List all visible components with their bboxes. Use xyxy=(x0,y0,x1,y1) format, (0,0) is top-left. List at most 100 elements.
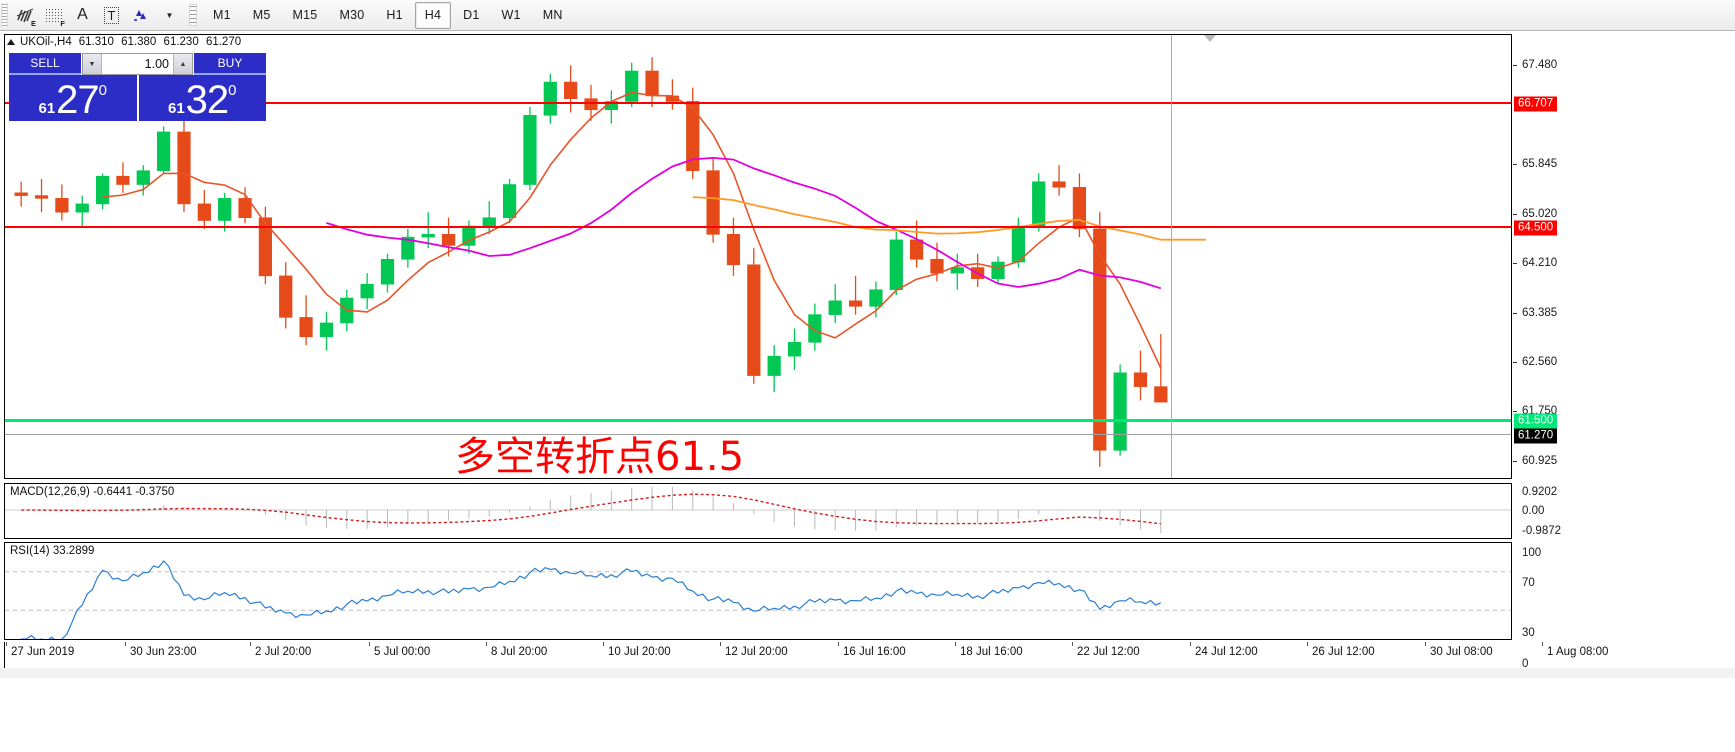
timeframe-h4[interactable]: H4 xyxy=(414,1,452,29)
time-axis-tick: 24 Jul 12:00 xyxy=(1190,642,1258,658)
template-e-sub: E xyxy=(30,18,36,28)
chart-container[interactable]: 多空转折点61.5 UKOil-,H4 61.310 61.380 61.230… xyxy=(0,31,1735,752)
timeframe-m1[interactable]: M1 xyxy=(213,8,231,22)
toolbar-grip[interactable] xyxy=(1,3,8,27)
timeframe-w1[interactable]: W1 xyxy=(501,8,521,22)
volume-stepper[interactable]: ▼ 1.00 ▲ xyxy=(82,53,193,75)
price-axis[interactable]: 67.480 65.845 65.020 64.210 63.385 62.560 61.7… xyxy=(1512,34,1735,503)
axis-tick-label: 62.560 xyxy=(1512,356,1557,368)
indicators-icon[interactable]: F xyxy=(40,2,67,29)
axis-tick-label: 70 xyxy=(1522,577,1535,589)
main-toolbar: E F A T ▼ M1 M5 M15 M30 H1 H4 D1 W1 MN xyxy=(0,0,1735,31)
one-click-trading-panel[interactable]: SELL ▼ 1.00 ▲ BUY 61 27 0 xyxy=(9,53,266,121)
sell-price-display[interactable]: 61 27 0 xyxy=(9,75,137,121)
dotted-grid-glyph xyxy=(44,8,63,22)
chart-template-icon[interactable]: E xyxy=(11,2,38,29)
sell-price-fraction: 0 xyxy=(98,82,108,99)
last-price-line xyxy=(5,434,1511,435)
timeframe-h1[interactable]: H1 xyxy=(386,8,403,22)
macd-label: MACD(12,26,9) -0.6441 -0.3750 xyxy=(10,486,175,498)
axis-tick-label: 100 xyxy=(1522,547,1542,559)
axis-tick-label: 63.385 xyxy=(1512,307,1557,319)
time-axis-tick: 18 Jul 16:00 xyxy=(955,642,1023,658)
time-axis[interactable]: 27 Jun 2019 30 Jun 23:00 2 Jul 20:00 5 Jul … xyxy=(4,642,1608,668)
time-axis-tick: 8 Jul 20:00 xyxy=(485,642,548,658)
time-axis-tick: 22 Jul 12:00 xyxy=(1072,642,1140,658)
axis-tick-label: 67.480 xyxy=(1512,59,1557,71)
timeframe-m15[interactable]: M15 xyxy=(292,8,318,22)
resistance-line-66707 xyxy=(5,102,1511,104)
symbol-name-label: UKOil-,H4 xyxy=(20,36,72,48)
macd-pane[interactable]: MACD(12,26,9) -0.6441 -0.3750 xyxy=(4,483,1512,539)
toolbar-separator xyxy=(189,4,197,26)
text-label-icon[interactable]: A xyxy=(77,6,88,23)
crosshair-vertical-line xyxy=(1171,35,1172,478)
time-axis-tick: 26 Jul 12:00 xyxy=(1307,642,1375,658)
chart-bottom-strip xyxy=(0,668,1735,678)
indicators-f-sub: F xyxy=(60,18,65,28)
buy-button[interactable]: BUY xyxy=(194,53,266,75)
axis-tick-label: -0.9872 xyxy=(1522,525,1562,537)
ohlc-open: 61.310 xyxy=(78,36,114,48)
volume-increase-icon[interactable]: ▲ xyxy=(173,54,192,74)
timeframe-m30[interactable]: M30 xyxy=(339,8,365,22)
text-box-glyph: T xyxy=(103,6,120,24)
sell-price-big-figure: 61 xyxy=(38,100,56,117)
sell-button[interactable]: SELL xyxy=(9,53,81,75)
time-axis-tick: 5 Jul 00:00 xyxy=(368,642,431,658)
objects-icon[interactable] xyxy=(127,2,154,29)
text-box-icon[interactable]: T xyxy=(98,2,125,29)
buy-price-big-figure: 61 xyxy=(167,100,185,117)
timeframe-d1[interactable]: D1 xyxy=(463,8,480,22)
volume-decrease-icon[interactable]: ▼ xyxy=(83,54,102,74)
ohlc-close: 61.270 xyxy=(205,36,242,48)
time-axis-tick: 1 Aug 08:00 xyxy=(1541,642,1609,658)
axis-tick-label: 0.9202 xyxy=(1522,486,1558,498)
macd-plot xyxy=(5,486,1511,534)
symbol-header: UKOil-,H4 61.310 61.380 61.230 61.270 xyxy=(7,36,245,48)
axis-price-badge: 61.500 xyxy=(1514,413,1558,429)
sell-price-pips: 27 xyxy=(56,78,99,122)
candles-glyph xyxy=(15,6,35,24)
volume-input[interactable]: 1.00 xyxy=(144,57,169,71)
objects-dropdown-icon[interactable]: ▼ xyxy=(165,10,174,20)
axis-tick-label: 60.925 xyxy=(1512,455,1557,467)
buy-price-fraction: 0 xyxy=(228,82,237,99)
resistance-line-64500 xyxy=(5,226,1511,228)
macd-axis: 0.9202 0.00 -0.9872 xyxy=(1512,483,1735,539)
collapse-triangle-icon[interactable] xyxy=(7,39,15,45)
trade-panel-price-row: 61 27 0 61 32 0 xyxy=(9,75,266,121)
time-axis-tick: 30 Jun 23:00 xyxy=(125,642,197,658)
ohlc-low: 61.230 xyxy=(163,36,199,48)
period-separator-marker xyxy=(1204,35,1216,42)
time-axis-tick: 30 Jul 08:00 xyxy=(1425,642,1493,658)
timeframe-m5[interactable]: M5 xyxy=(252,8,271,22)
timeframe-mn[interactable]: MN xyxy=(542,8,563,22)
support-line-61500 xyxy=(5,419,1511,422)
axis-tick-label: 0.00 xyxy=(1522,505,1545,517)
rsi-axis: 100 70 30 0 xyxy=(1512,542,1735,670)
buy-price-display[interactable]: 61 32 0 xyxy=(136,75,266,122)
time-axis-tick: 10 Jul 20:00 xyxy=(603,642,671,658)
ohlc-high: 61.380 xyxy=(121,36,157,48)
axis-tick-label: 65.845 xyxy=(1512,158,1557,170)
time-axis-tick: 2 Jul 20:00 xyxy=(249,642,312,658)
axis-tick-label: 64.210 xyxy=(1512,257,1557,269)
axis-tick-label: 30 xyxy=(1522,627,1535,639)
time-axis-tick: 16 Jul 16:00 xyxy=(838,642,906,658)
buy-price-pips: 32 xyxy=(185,78,229,122)
axis-price-badge: 66.707 xyxy=(1514,96,1558,112)
axis-price-badge: 64.500 xyxy=(1514,220,1558,236)
rsi-pane[interactable]: RSI(14) 33.2899 xyxy=(4,542,1512,640)
time-axis-tick: 12 Jul 20:00 xyxy=(720,642,788,658)
rsi-label: RSI(14) 33.2899 xyxy=(10,545,95,557)
ohlc-values: 61.310 61.380 61.230 61.270 xyxy=(79,36,245,48)
time-axis-tick: 27 Jun 2019 xyxy=(5,642,75,658)
shapes-glyph xyxy=(133,10,146,21)
axis-tick-label: 65.020 xyxy=(1512,208,1557,220)
axis-price-badge: 61.270 xyxy=(1514,428,1558,444)
trade-panel-top-row: SELL ▼ 1.00 ▲ BUY xyxy=(9,53,266,75)
axis-tick-label: 0 xyxy=(1522,658,1529,670)
price-pane[interactable]: 多空转折点61.5 xyxy=(4,34,1512,479)
